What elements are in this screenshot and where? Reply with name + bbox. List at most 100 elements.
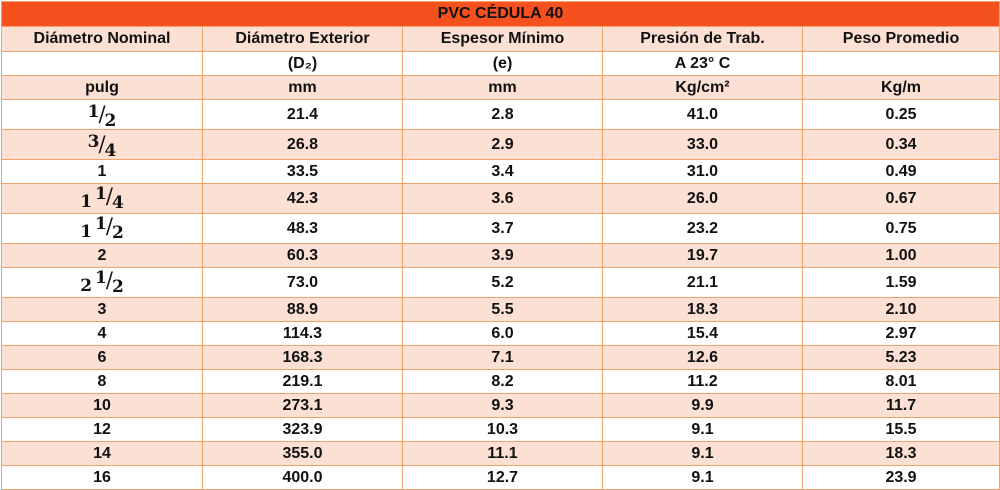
table-row: 3/4 26.8 2.9 33.0 0.34 — [1, 129, 1000, 160]
cell-diametro-nominal: 12 — [1, 417, 203, 442]
cell-diametro-exterior: 21.4 — [202, 99, 403, 130]
fraction-whole: 2 — [80, 276, 93, 296]
unit-espesor: mm — [402, 75, 603, 100]
nominal-fraction: 2 1/2 — [80, 268, 124, 297]
table-row: 3 88.9 5.5 18.3 2.10 — [1, 297, 1000, 322]
table-row: 12 323.9 10.3 9.1 15.5 — [1, 417, 1000, 442]
cell-peso-promedio: 0.49 — [801, 159, 1000, 184]
header-diametro-nominal: Diámetro Nominal — [1, 26, 203, 52]
subheader-espesor: (e) — [402, 51, 603, 76]
cell-peso-promedio: 23.9 — [801, 465, 1000, 490]
header-peso-promedio: Peso Promedio — [801, 26, 1000, 52]
table-row: 2 60.3 3.9 19.7 1.00 — [1, 243, 1000, 268]
cell-espesor-minimo: 3.6 — [402, 183, 603, 214]
table-row: 1 1/2 48.3 3.7 23.2 0.75 — [1, 213, 1000, 244]
cell-espesor-minimo: 2.9 — [402, 129, 603, 160]
cell-diametro-exterior: 355.0 — [202, 441, 403, 466]
cell-espesor-minimo: 3.7 — [402, 213, 603, 244]
fraction-numerator: 1 — [95, 184, 107, 204]
cell-presion-trabajo: 9.9 — [602, 393, 803, 418]
table-row: 1 1/4 42.3 3.6 26.0 0.67 — [1, 183, 1000, 214]
fraction-numerator: 1 — [95, 214, 107, 234]
unit-nominal: pulg — [1, 75, 203, 100]
fraction-denominator: 2 — [104, 110, 117, 130]
units-row: pulg mm mm Kg/cm² Kg/m — [1, 75, 1000, 100]
fraction-numerator: 1 — [95, 268, 107, 288]
cell-diametro-exterior: 114.3 — [202, 321, 403, 346]
cell-diametro-exterior: 26.8 — [202, 129, 403, 160]
fraction-slash: / — [98, 131, 106, 156]
fraction-denominator: 2 — [111, 277, 124, 297]
subheader-exterior: (D₂) — [202, 51, 403, 76]
cell-presion-trabajo: 9.1 — [602, 417, 803, 442]
cell-presion-trabajo: 41.0 — [602, 99, 803, 130]
fraction-slash: / — [105, 214, 113, 238]
subheader-peso — [801, 51, 1000, 76]
header-diametro-exterior: Diámetro Exterior — [202, 26, 403, 52]
cell-diametro-nominal: 1 1/4 — [1, 183, 203, 214]
fraction-whole: 1 — [80, 192, 93, 212]
cell-peso-promedio: 2.10 — [801, 297, 1000, 322]
table-title: PVC CÉDULA 40 — [0, 1, 1000, 27]
cell-diametro-exterior: 60.3 — [202, 243, 403, 268]
cell-diametro-nominal: 6 — [1, 345, 203, 370]
subheader-nominal — [1, 51, 203, 76]
cell-espesor-minimo: 5.2 — [402, 267, 603, 298]
unit-exterior: mm — [202, 75, 403, 100]
cell-diametro-exterior: 219.1 — [202, 369, 403, 394]
table-row: 8 219.1 8.2 11.2 8.01 — [1, 369, 1000, 394]
cell-diametro-nominal: 1 1/2 — [1, 213, 203, 244]
cell-peso-promedio: 2.97 — [801, 321, 1000, 346]
table-row: 16 400.0 12.7 9.1 23.9 — [1, 465, 1000, 490]
table-row: 14 355.0 11.1 9.1 18.3 — [1, 441, 1000, 466]
cell-diametro-nominal: 4 — [1, 321, 203, 346]
cell-peso-promedio: 1.59 — [801, 267, 1000, 298]
cell-espesor-minimo: 5.5 — [402, 297, 603, 322]
table-row: 1 33.5 3.4 31.0 0.49 — [1, 159, 1000, 184]
cell-espesor-minimo: 11.1 — [402, 441, 603, 466]
fraction-denominator: 4 — [111, 193, 124, 213]
cell-espesor-minimo: 8.2 — [402, 369, 603, 394]
header-presion-trabajo: Presión de Trab. — [602, 26, 803, 52]
cell-presion-trabajo: 21.1 — [602, 267, 803, 298]
cell-diametro-nominal: 3 — [1, 297, 203, 322]
cell-presion-trabajo: 26.0 — [602, 183, 803, 214]
cell-peso-promedio: 0.34 — [801, 129, 1000, 160]
unit-peso: Kg/m — [801, 75, 1000, 100]
cell-diametro-nominal: 1 — [1, 159, 203, 184]
cell-diametro-exterior: 33.5 — [202, 159, 403, 184]
table-row: 4 114.3 6.0 15.4 2.97 — [1, 321, 1000, 346]
cell-diametro-exterior: 42.3 — [202, 183, 403, 214]
cell-presion-trabajo: 11.2 — [602, 369, 803, 394]
cell-diametro-exterior: 168.3 — [202, 345, 403, 370]
subheader-row: (D₂) (e) A 23° C — [1, 51, 1000, 76]
cell-presion-trabajo: 12.6 — [602, 345, 803, 370]
cell-presion-trabajo: 18.3 — [602, 297, 803, 322]
cell-peso-promedio: 8.01 — [801, 369, 1000, 394]
cell-presion-trabajo: 33.0 — [602, 129, 803, 160]
table-row: 2 1/2 73.0 5.2 21.1 1.59 — [1, 267, 1000, 298]
fraction-slash: / — [105, 268, 113, 292]
cell-diametro-exterior: 273.1 — [202, 393, 403, 418]
cell-espesor-minimo: 3.9 — [402, 243, 603, 268]
cell-presion-trabajo: 19.7 — [602, 243, 803, 268]
cell-diametro-nominal: 2 1/2 — [1, 267, 203, 298]
cell-peso-promedio: 15.5 — [801, 417, 1000, 442]
cell-diametro-nominal: 3/4 — [1, 129, 203, 160]
fraction-numerator: 1 — [87, 101, 100, 122]
cell-espesor-minimo: 6.0 — [402, 321, 603, 346]
cell-presion-trabajo: 15.4 — [602, 321, 803, 346]
cell-presion-trabajo: 23.2 — [602, 213, 803, 244]
table-row: 1/2 21.4 2.8 41.0 0.25 — [1, 99, 1000, 130]
nominal-fraction: 1 1/2 — [80, 214, 124, 242]
cell-diametro-nominal: 2 — [1, 243, 203, 268]
cell-diametro-nominal: 8 — [1, 369, 203, 394]
cell-diametro-exterior: 88.9 — [202, 297, 403, 322]
cell-espesor-minimo: 9.3 — [402, 393, 603, 418]
fraction-numerator: 3 — [87, 131, 100, 152]
fraction-whole: 1 — [80, 222, 93, 242]
table-row: 10 273.1 9.3 9.9 11.7 — [1, 393, 1000, 418]
fraction-slash: / — [105, 184, 113, 208]
cell-presion-trabajo: 9.1 — [602, 465, 803, 490]
